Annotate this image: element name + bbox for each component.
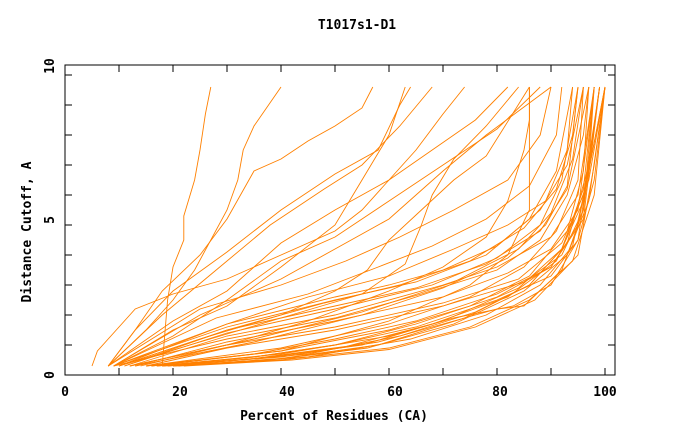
x-tick-label: 20 [172, 385, 188, 400]
series-line-16 [113, 86, 574, 367]
x-axis-label: Percent of Residues (CA) [240, 409, 428, 424]
series-line-3 [107, 86, 374, 367]
series-line-31 [183, 86, 606, 367]
x-tick-label: 0 [61, 385, 69, 400]
y-tick-label: 5 [43, 216, 58, 224]
series-line-37 [129, 86, 584, 367]
series-line-19 [129, 86, 595, 367]
y-tick-label: 10 [43, 58, 58, 74]
series-line-38 [124, 86, 579, 367]
series-line-13 [107, 86, 433, 367]
x-tick-label: 100 [593, 385, 617, 400]
axis-ticks [65, 65, 615, 375]
series-line-35 [145, 86, 584, 367]
series-line-7 [107, 86, 509, 367]
series-line-36 [135, 86, 579, 367]
series-line-42 [113, 86, 590, 367]
series-line-41 [107, 86, 552, 367]
series-line-44 [172, 86, 606, 367]
x-tick-label: 60 [387, 385, 403, 400]
series-line-23 [151, 86, 606, 367]
series-line-26 [162, 86, 601, 367]
chart-title: T1017s1-D1 [318, 18, 396, 33]
series-line-10 [129, 87, 530, 367]
series-line-2 [107, 86, 282, 367]
series-line-34 [151, 86, 590, 367]
series-line-5 [91, 86, 465, 367]
y-tick-label: 0 [43, 371, 58, 379]
y-axis-label: Distance Cutoff, A [20, 161, 35, 302]
series-line-39 [118, 86, 574, 367]
x-tick-label: 40 [279, 385, 295, 400]
series-line-21 [140, 86, 601, 367]
series-line-22 [145, 86, 601, 367]
series-line-40 [113, 86, 563, 367]
series-line-1 [161, 86, 212, 367]
series-line-43 [167, 86, 595, 367]
series-line-17 [118, 86, 590, 367]
series-line-30 [178, 86, 606, 367]
series-line-4 [107, 86, 411, 367]
series-line-33 [156, 86, 595, 367]
plot-frame [64, 64, 616, 376]
x-tick-label: 80 [492, 385, 508, 400]
series-lines [91, 86, 606, 367]
series-line-14 [113, 86, 552, 367]
series-line-18 [124, 86, 579, 367]
